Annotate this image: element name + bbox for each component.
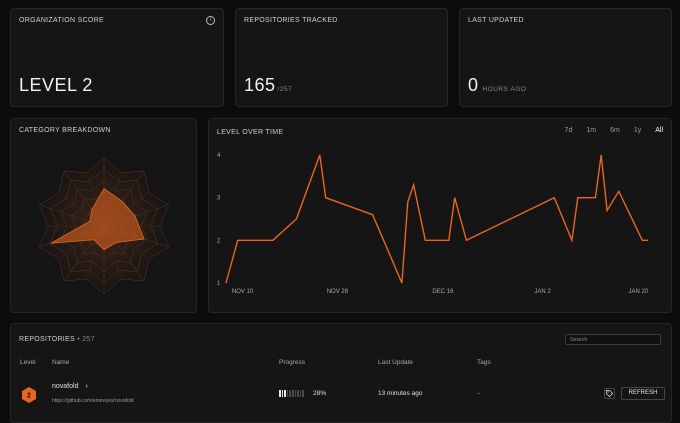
repo-url[interactable]: https://github.com/enoreyes/novafold xyxy=(52,398,134,404)
level-badge-value: 2 xyxy=(27,393,31,400)
x-tick-label: NOV 28 xyxy=(327,289,349,295)
repositories-tracked-title: REPOSITORIES TRACKED xyxy=(244,17,338,24)
progress-segment xyxy=(297,390,299,397)
progress-segment xyxy=(299,390,302,397)
range-tab-1y[interactable]: 1y xyxy=(633,127,642,134)
last-update-value: 13 minutes ago xyxy=(378,390,423,397)
chevron-right-icon: › xyxy=(85,383,88,390)
tracked-count: 165 xyxy=(244,75,276,95)
organization-score-title: ORGANIZATION SCORE xyxy=(19,17,104,24)
level-over-time-title: LEVEL OVER TIME xyxy=(217,129,284,136)
category-breakdown-title: CATEGORY BREAKDOWN xyxy=(19,127,111,134)
repo-name: novafold xyxy=(52,383,79,390)
level-line-chart: 1 2 3 4 NOV 10 NOV 28 DEC 16 JAN 2 JAN 20 xyxy=(217,153,649,295)
tags-value: – xyxy=(477,390,481,397)
search-input[interactable] xyxy=(565,334,661,345)
progress-segment xyxy=(281,390,284,397)
tag-icon xyxy=(605,389,614,398)
range-tab-all[interactable]: All xyxy=(655,127,663,134)
progress-bar xyxy=(279,390,304,397)
progress-segment xyxy=(291,390,294,397)
last-updated-title: LAST UPDATED xyxy=(468,17,524,24)
column-tags: Tags xyxy=(477,359,491,366)
organization-score-card: ORGANIZATION SCORE i LEVEL 2 xyxy=(10,8,224,107)
column-level: Level xyxy=(20,359,36,366)
x-tick-label: DEC 16 xyxy=(432,289,454,295)
level-over-time-card: LEVEL OVER TIME 7d 1m 6m 1y All 1 2 3 4 NOV 10 NO… xyxy=(208,118,672,313)
y-tick-label: 2 xyxy=(217,238,221,244)
radar-chart xyxy=(39,157,169,295)
y-tick-label: 3 xyxy=(217,196,221,202)
level-badge: 2 xyxy=(22,387,36,403)
progress-segment xyxy=(286,390,289,397)
x-tick-label: JAN 20 xyxy=(628,289,648,295)
repositories-count: • 257 xyxy=(77,336,95,343)
refresh-button[interactable]: REFRESH xyxy=(621,387,665,400)
category-breakdown-card: CATEGORY BREAKDOWN xyxy=(10,118,197,313)
organization-score-value: LEVEL 2 xyxy=(19,75,93,95)
last-updated-unit: HOURS AGO xyxy=(482,86,527,93)
progress-segment xyxy=(284,390,286,397)
repositories-tracked-card: REPOSITORIES TRACKED 165/257 xyxy=(235,8,448,107)
range-tab-6m[interactable]: 6m xyxy=(610,127,620,134)
range-tab-1m[interactable]: 1m xyxy=(586,127,597,134)
repositories-header: REPOSITORIES • 257 xyxy=(19,336,95,343)
last-updated-value: 0 HOURS AGO xyxy=(468,75,526,96)
last-updated-number: 0 xyxy=(468,75,479,95)
repositories-title: REPOSITORIES xyxy=(19,336,75,343)
repositories-tracked-value: 165/257 xyxy=(244,75,292,96)
progress-label: 28% xyxy=(313,390,327,397)
progress-segment xyxy=(289,390,291,397)
y-tick-label: 4 xyxy=(217,153,221,159)
column-name: Name xyxy=(52,359,70,366)
range-tab-7d[interactable]: 7d xyxy=(564,127,573,134)
radar-score-area xyxy=(50,188,145,251)
info-icon[interactable]: i xyxy=(206,16,215,25)
last-updated-card: LAST UPDATED 0 HOURS AGO xyxy=(459,8,672,107)
level-series-line xyxy=(225,154,649,284)
range-tabs: 7d 1m 6m 1y All xyxy=(565,127,663,134)
y-tick-label: 1 xyxy=(217,281,221,287)
repo-name-link[interactable]: novafold › xyxy=(52,383,88,390)
x-tick-label: NOV 10 xyxy=(232,289,254,295)
tag-button[interactable] xyxy=(604,388,615,399)
column-progress: Progress xyxy=(279,359,306,366)
progress-segment xyxy=(294,390,297,397)
x-tick-label: JAN 2 xyxy=(534,289,551,295)
repositories-card: REPOSITORIES • 257 Level Name Progress L… xyxy=(10,323,672,423)
tracked-total: /257 xyxy=(277,86,293,93)
progress-segment xyxy=(279,390,281,397)
progress-segment xyxy=(302,390,304,397)
column-last-update: Last Update xyxy=(378,359,414,366)
